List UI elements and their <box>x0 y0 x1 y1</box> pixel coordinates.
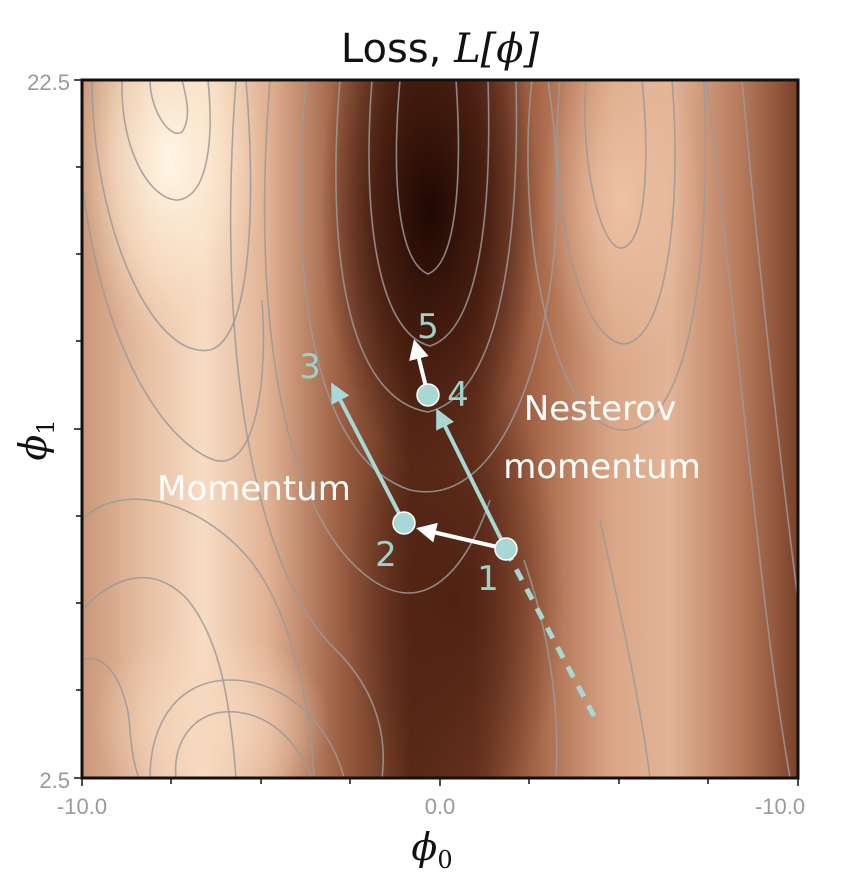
chart-title: Loss, L[ϕ] <box>341 26 540 72</box>
step-label-2: 2 <box>375 535 397 575</box>
step-marker-4 <box>416 383 440 407</box>
step-label-1: 1 <box>477 559 499 599</box>
nesterov-annotation-line1: Nesterov <box>524 389 676 429</box>
y-tick-top: 22.5 <box>27 70 70 95</box>
step-marker-1 <box>494 537 518 561</box>
x-tick-left: -10.0 <box>57 794 107 819</box>
tick-marks <box>74 79 799 786</box>
previous-trajectory-dashed <box>503 548 597 718</box>
nesterov-momentum-arrow-1-4 <box>436 408 508 550</box>
momentum-arrow-2-3 <box>331 382 406 524</box>
momentum-annotation: Momentum <box>157 469 351 509</box>
x-tick-middle: 0.0 <box>425 794 456 819</box>
x-tick-right: -10.0 <box>755 794 805 819</box>
y-axis-label: ϕ1 <box>11 419 60 460</box>
step-label-5: 5 <box>417 307 439 347</box>
step-marker-2 <box>392 511 416 535</box>
step-label-3: 3 <box>299 347 321 387</box>
loss-surface <box>82 80 798 778</box>
y-tick-bottom: 2.5 <box>39 768 70 793</box>
title-prefix: Loss, <box>341 26 454 72</box>
nesterov-annotation-line2: momentum <box>503 447 701 487</box>
gradient-step-arrow-1-2 <box>416 522 507 551</box>
x-axis-label: ϕ0 <box>411 825 452 874</box>
contour-lines <box>82 80 798 778</box>
step-label-4: 4 <box>447 375 469 415</box>
title-symbol: L[ϕ] <box>453 26 539 72</box>
